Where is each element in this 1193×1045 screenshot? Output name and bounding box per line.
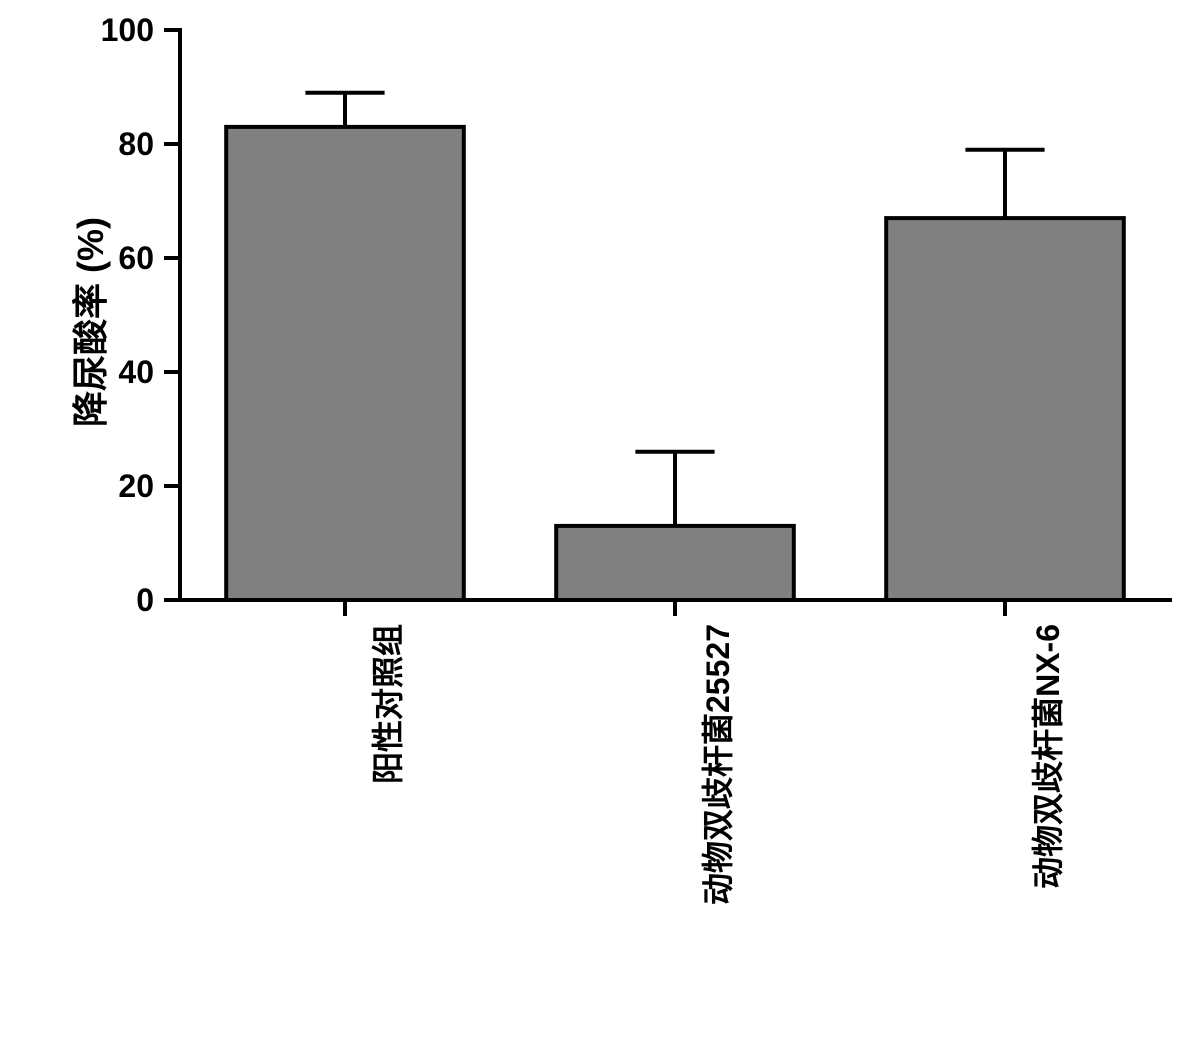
chart-container: 降尿酸率 (%) 020406080100 阳性对照组动物双歧杆菌25527动物…	[0, 0, 1193, 1045]
y-tick-label: 80	[0, 126, 154, 163]
bar	[556, 526, 794, 600]
y-tick-label: 40	[0, 354, 154, 391]
bar	[886, 218, 1124, 600]
bar	[226, 127, 464, 600]
y-tick-label: 0	[0, 582, 154, 619]
x-tick-label: 阳性对照组	[363, 624, 409, 1024]
y-tick-label: 60	[0, 240, 154, 277]
x-tick-label: 动物双歧杆菌25527	[693, 624, 739, 1024]
bar-chart-svg	[0, 0, 1193, 1045]
x-tick-label: 动物双歧杆菌NX-6	[1023, 624, 1069, 1024]
y-tick-label: 20	[0, 468, 154, 505]
y-tick-label: 100	[0, 12, 154, 49]
